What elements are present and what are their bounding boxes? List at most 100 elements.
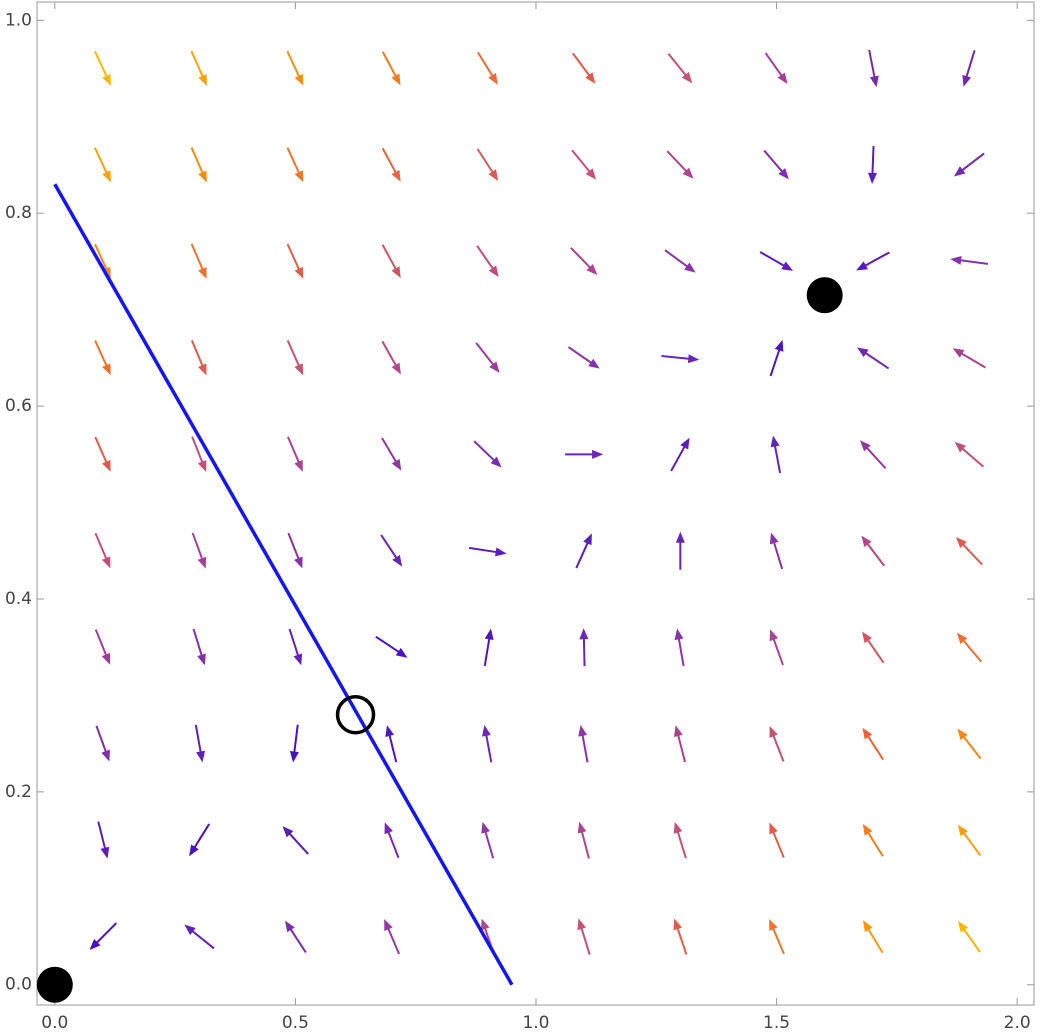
- arrow-head: [481, 821, 490, 834]
- vector-arrow: [289, 724, 299, 763]
- y-tick-label: 0.0: [5, 975, 32, 995]
- arrow-shaft: [677, 636, 685, 667]
- vector-arrow: [565, 449, 604, 459]
- vector-arrow: [286, 340, 304, 376]
- arrow-head: [391, 458, 402, 471]
- arrow-shaft: [664, 249, 690, 269]
- vector-arrow: [473, 440, 502, 468]
- vector-arrow: [189, 823, 211, 857]
- plot-frame: [36, 1, 1035, 1006]
- arrow-shaft: [475, 342, 496, 368]
- vector-arrow: [93, 50, 111, 86]
- arrow-head: [774, 339, 784, 352]
- arrow-shaft: [571, 149, 592, 175]
- arrow-head: [294, 73, 304, 86]
- arrow-shaft: [567, 346, 594, 365]
- arrow-head: [89, 939, 101, 950]
- vector-arrow: [956, 632, 983, 663]
- arrow-shaft: [192, 823, 211, 850]
- arrow-head: [102, 73, 111, 86]
- arrow-shaft: [381, 147, 398, 176]
- vector-arrow: [572, 52, 596, 84]
- vector-arrow: [94, 147, 111, 183]
- arrow-shaft: [961, 734, 982, 760]
- vector-arrow: [384, 822, 400, 859]
- vector-arrow: [673, 821, 687, 859]
- arrow-head: [198, 363, 207, 376]
- stable-fixed-point: [36, 966, 73, 1003]
- arrow-shaft: [288, 926, 307, 953]
- arrow-shaft: [960, 542, 983, 566]
- x-tick-label: 1.0: [522, 1013, 549, 1033]
- arrow-head: [577, 821, 587, 834]
- arrow-shaft: [667, 53, 689, 78]
- arrow-shaft: [961, 638, 983, 663]
- arrow-head: [958, 920, 969, 933]
- arrow-shaft: [286, 243, 301, 272]
- arrow-shaft: [961, 926, 981, 953]
- arrow-shaft: [871, 145, 875, 177]
- y-tick-label: 0.8: [5, 203, 32, 223]
- arrow-head: [488, 265, 499, 278]
- arrow-head: [490, 456, 502, 468]
- vector-arrow: [769, 532, 784, 570]
- arrow-shaft: [191, 532, 204, 562]
- arrow-head: [184, 924, 196, 936]
- vector-arrow: [664, 249, 696, 273]
- arrow-head: [481, 724, 491, 737]
- arrow-head: [684, 262, 696, 273]
- arrow-head: [860, 440, 871, 452]
- vector-arrow: [286, 243, 304, 279]
- vector-arrow: [862, 920, 884, 954]
- x-tick-label: 1.5: [763, 1013, 790, 1033]
- vector-arrow: [670, 437, 690, 472]
- vector-arrow: [857, 347, 890, 370]
- arrow-head: [101, 652, 111, 665]
- arrow-shaft: [960, 446, 985, 468]
- arrow-head: [198, 74, 207, 86]
- arrow-shaft: [94, 436, 109, 465]
- arrow-head: [862, 631, 872, 644]
- vector-arrow: [950, 255, 989, 265]
- arrow-shaft: [194, 724, 203, 755]
- vector-arrow: [381, 437, 402, 471]
- arrow-head: [385, 725, 395, 737]
- vector-arrow: [673, 725, 687, 763]
- vector-arrow: [375, 635, 408, 658]
- arrow-head: [289, 751, 299, 763]
- arrow-head: [952, 348, 965, 358]
- arrow-shaft: [579, 925, 591, 955]
- vector-arrow: [194, 724, 205, 763]
- vector-arrow: [861, 535, 886, 567]
- y-tick-label: 0.4: [5, 589, 32, 609]
- vector-arrow: [957, 728, 982, 760]
- vector-arrow: [770, 435, 782, 474]
- x-tick-label: 0.5: [282, 1013, 309, 1033]
- arrow-shaft: [381, 51, 398, 79]
- vector-arrow: [570, 247, 598, 276]
- arrow-shaft: [582, 636, 586, 667]
- arrow-head: [955, 536, 967, 549]
- arrow-shaft: [483, 829, 495, 859]
- arrow-head: [484, 628, 494, 641]
- arrow-shaft: [771, 733, 785, 762]
- arrow-head: [682, 167, 694, 179]
- arrow-shaft: [865, 733, 884, 761]
- vector-arrow: [673, 918, 688, 955]
- arrow-head: [954, 441, 966, 453]
- vector-arrow: [577, 821, 590, 859]
- arrow-shaft: [93, 50, 109, 79]
- arrow-shaft: [381, 244, 398, 272]
- y-tick-label: 0.2: [5, 782, 32, 802]
- arrow-head: [588, 358, 600, 369]
- arrow-shaft: [964, 50, 976, 80]
- arrow-head: [392, 554, 403, 567]
- vector-arrow: [95, 725, 110, 762]
- arrow-head: [196, 750, 205, 763]
- arrow-head: [862, 727, 873, 740]
- arrow-shaft: [286, 340, 301, 369]
- arrow-shaft: [759, 251, 787, 268]
- vector-arrow: [764, 52, 788, 85]
- arrow-shaft: [661, 354, 692, 360]
